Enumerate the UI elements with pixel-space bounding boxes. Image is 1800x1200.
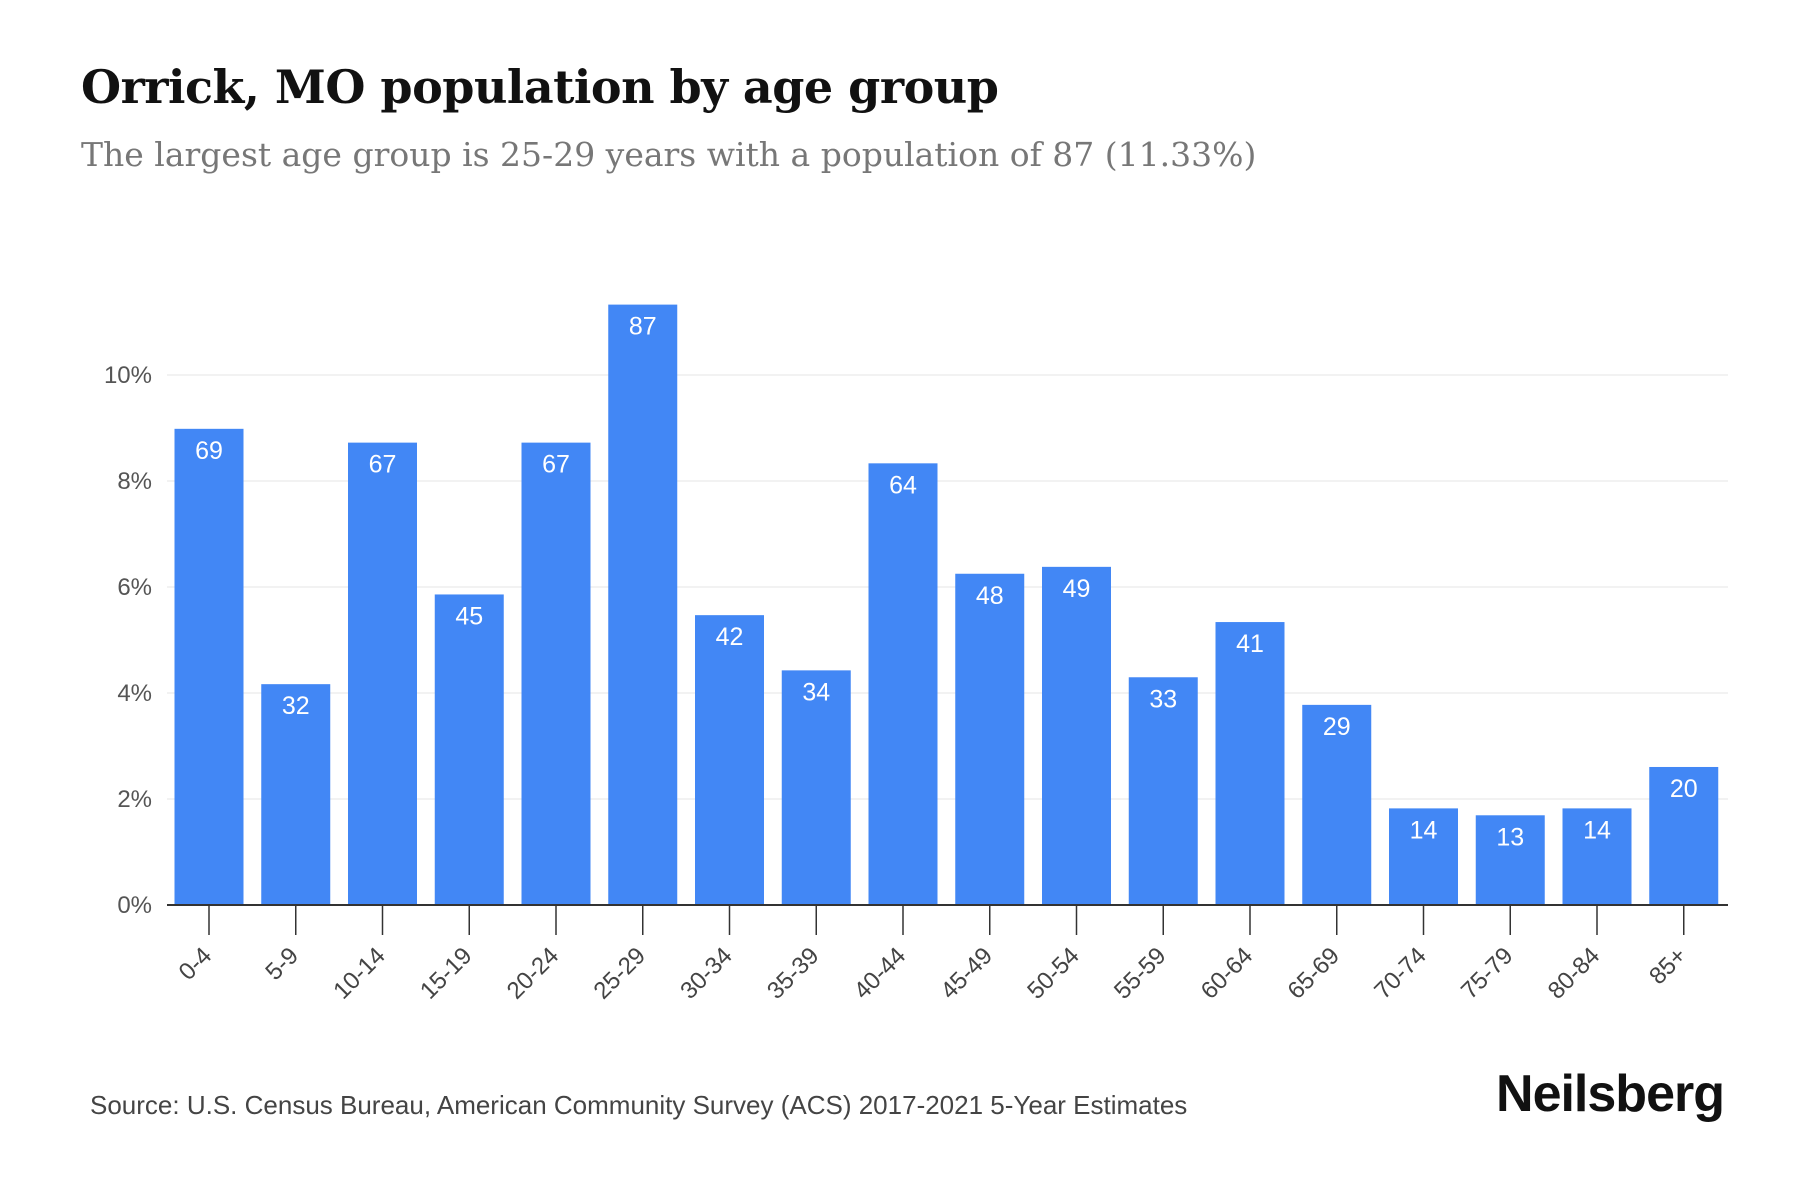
bar-15-19 <box>434 594 504 905</box>
bar-70-74 <box>1389 808 1458 905</box>
bar-55-59 <box>1128 677 1198 905</box>
bar-25-29 <box>608 304 678 905</box>
bar-60-64 <box>1215 622 1285 905</box>
bar-value-label: 33 <box>1149 685 1177 713</box>
bar-value-label: 69 <box>195 437 223 465</box>
bar-labels: 69 32 67 45 67 87 42 34 64 48 49 33 41 29 14 13 14 20 <box>195 313 1698 852</box>
bar-value-label: 87 <box>629 313 657 341</box>
source-note: Source: U.S. Census Bureau, American Com… <box>90 1090 1188 1120</box>
x-axis-ticks: 0-4 5-9 10-14 15-19 20-24 25-29 30-34 35-39 40-4… <box>174 905 1692 1005</box>
x-tick-label: 15-19 <box>415 942 478 1005</box>
x-tick-label: 50-54 <box>1022 942 1085 1005</box>
bar-value-label: 13 <box>1496 823 1524 851</box>
bar-75-79 <box>1475 815 1545 905</box>
x-tick-label: 70-74 <box>1369 942 1432 1005</box>
bar-value-label: 32 <box>282 692 310 720</box>
bars <box>174 304 1719 905</box>
y-tick-label: 6% <box>117 574 152 601</box>
x-tick-label: 10-14 <box>328 942 391 1005</box>
chart-title: Orrick, MO population by age group <box>81 60 999 114</box>
x-tick-label: 75-79 <box>1456 942 1519 1005</box>
x-tick-label: 30-34 <box>675 942 738 1005</box>
y-tick-label: 2% <box>117 786 152 813</box>
bar-5-9 <box>261 684 331 905</box>
bar-value-label: 34 <box>802 678 830 706</box>
bar-value-label: 45 <box>455 602 483 630</box>
chart-subtitle: The largest age group is 25-29 years wit… <box>81 135 1257 174</box>
grid-lines <box>167 374 1728 800</box>
x-tick-label: 5-9 <box>260 942 304 986</box>
bar-value-label: 67 <box>369 451 397 479</box>
x-tick-label: 20-24 <box>502 942 565 1005</box>
bar-value-label: 49 <box>1063 575 1091 603</box>
bar-65-69 <box>1302 704 1372 905</box>
y-tick-label: 4% <box>117 680 152 707</box>
x-tick-label: 0-4 <box>174 942 218 986</box>
bar-value-label: 20 <box>1670 775 1698 803</box>
x-tick-label: 35-39 <box>762 942 825 1005</box>
x-tick-label: 45-49 <box>935 942 998 1005</box>
bar-45-49 <box>955 573 1025 905</box>
bar-30-34 <box>695 615 764 905</box>
bar-value-label: 14 <box>1583 816 1611 844</box>
bar-value-label: 42 <box>716 623 744 651</box>
x-tick-label: 60-64 <box>1196 942 1259 1005</box>
bar-35-39 <box>781 670 851 905</box>
x-tick-label: 40-44 <box>849 942 912 1005</box>
bar-value-label: 14 <box>1410 816 1438 844</box>
bar-value-label: 29 <box>1323 713 1351 741</box>
bar-value-label: 41 <box>1236 630 1264 658</box>
brand-logo: Neilsberg <box>1496 1065 1725 1123</box>
y-tick-label: 10% <box>104 362 152 389</box>
bar-85+ <box>1649 766 1719 905</box>
bar-80-84 <box>1562 808 1632 905</box>
y-axis-ticks: 0% 2% 4% 6% 8% 10% <box>104 362 152 919</box>
bar-0-4 <box>174 428 244 905</box>
y-tick-label: 0% <box>117 892 152 919</box>
x-tick-label: 55-59 <box>1109 942 1172 1005</box>
bar-value-label: 67 <box>542 451 570 479</box>
x-tick-label: 25-29 <box>588 942 651 1005</box>
bar-50-54 <box>1042 566 1111 905</box>
bar-20-24 <box>521 442 591 905</box>
bar-value-label: 48 <box>976 582 1004 610</box>
bar-10-14 <box>348 442 417 905</box>
y-tick-label: 8% <box>117 468 152 495</box>
x-tick-label: 80-84 <box>1543 942 1606 1005</box>
bar-value-label: 64 <box>889 471 917 499</box>
bar-40-44 <box>868 463 938 905</box>
x-tick-label: 65-69 <box>1282 942 1345 1005</box>
x-tick-label: 85+ <box>1644 942 1692 990</box>
